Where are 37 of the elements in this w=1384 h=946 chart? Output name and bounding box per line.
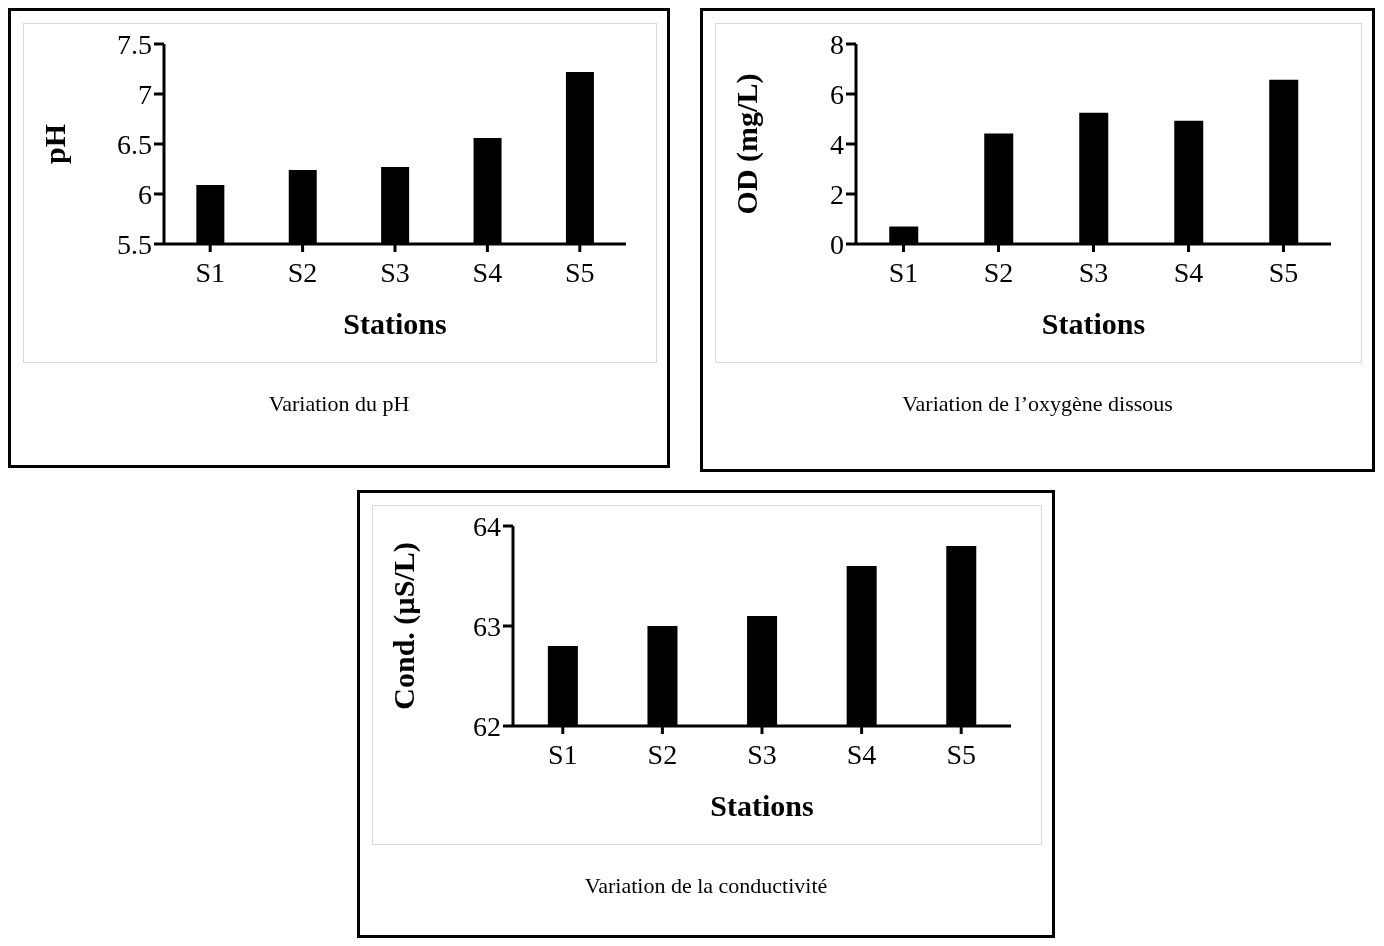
y-tick-label: 6: [138, 178, 152, 210]
x-tick-label: S3: [747, 738, 777, 770]
text: Variation de l’oxygène dissous: [901, 391, 1174, 417]
x-tick-label: S4: [846, 738, 877, 770]
x-tick-label: S5: [946, 738, 976, 770]
y-tick-label: 4: [830, 128, 844, 160]
x-tick-label: S1: [548, 738, 578, 770]
y-tick-label: 62: [473, 710, 501, 742]
x-axis-title: Stations: [1041, 307, 1146, 340]
x-tick-label: S2: [287, 256, 318, 288]
y-tick-label: 0: [830, 228, 844, 260]
x-tick-label: S1: [195, 256, 225, 288]
x-tick-label: S1: [888, 256, 919, 288]
y-tick-label: 6: [830, 78, 844, 110]
x-tick-label: S5: [1268, 256, 1299, 288]
y-tick-label: 8: [830, 28, 844, 60]
y-tick-label: 6.5: [117, 128, 152, 160]
y-tick-label: 63: [473, 610, 501, 642]
x-axis-title: Stations: [710, 789, 814, 822]
text: Variation du pH: [267, 391, 411, 417]
text: Variation de la conductivité: [583, 873, 829, 899]
y-tick-label: 64: [473, 510, 501, 542]
x-tick-label: S2: [983, 256, 1014, 288]
y-tick-label: 7: [138, 78, 152, 110]
x-tick-label: S5: [565, 256, 595, 288]
x-tick-label: S2: [647, 738, 678, 770]
y-tick-label: 5.5: [117, 228, 152, 260]
y-axis-title: Cond. (µS/L): [386, 542, 421, 710]
x-tick-label: S4: [472, 256, 503, 288]
x-axis-title: Stations: [343, 307, 447, 340]
x-tick-label: S3: [380, 256, 410, 288]
y-axis-title: OD (mg/L): [729, 73, 764, 215]
x-tick-label: S4: [1173, 256, 1204, 288]
y-axis-title: pH: [37, 123, 71, 165]
x-tick-label: S3: [1078, 256, 1109, 288]
y-tick-label: 2: [830, 178, 844, 210]
y-tick-label: 7.5: [117, 28, 152, 60]
